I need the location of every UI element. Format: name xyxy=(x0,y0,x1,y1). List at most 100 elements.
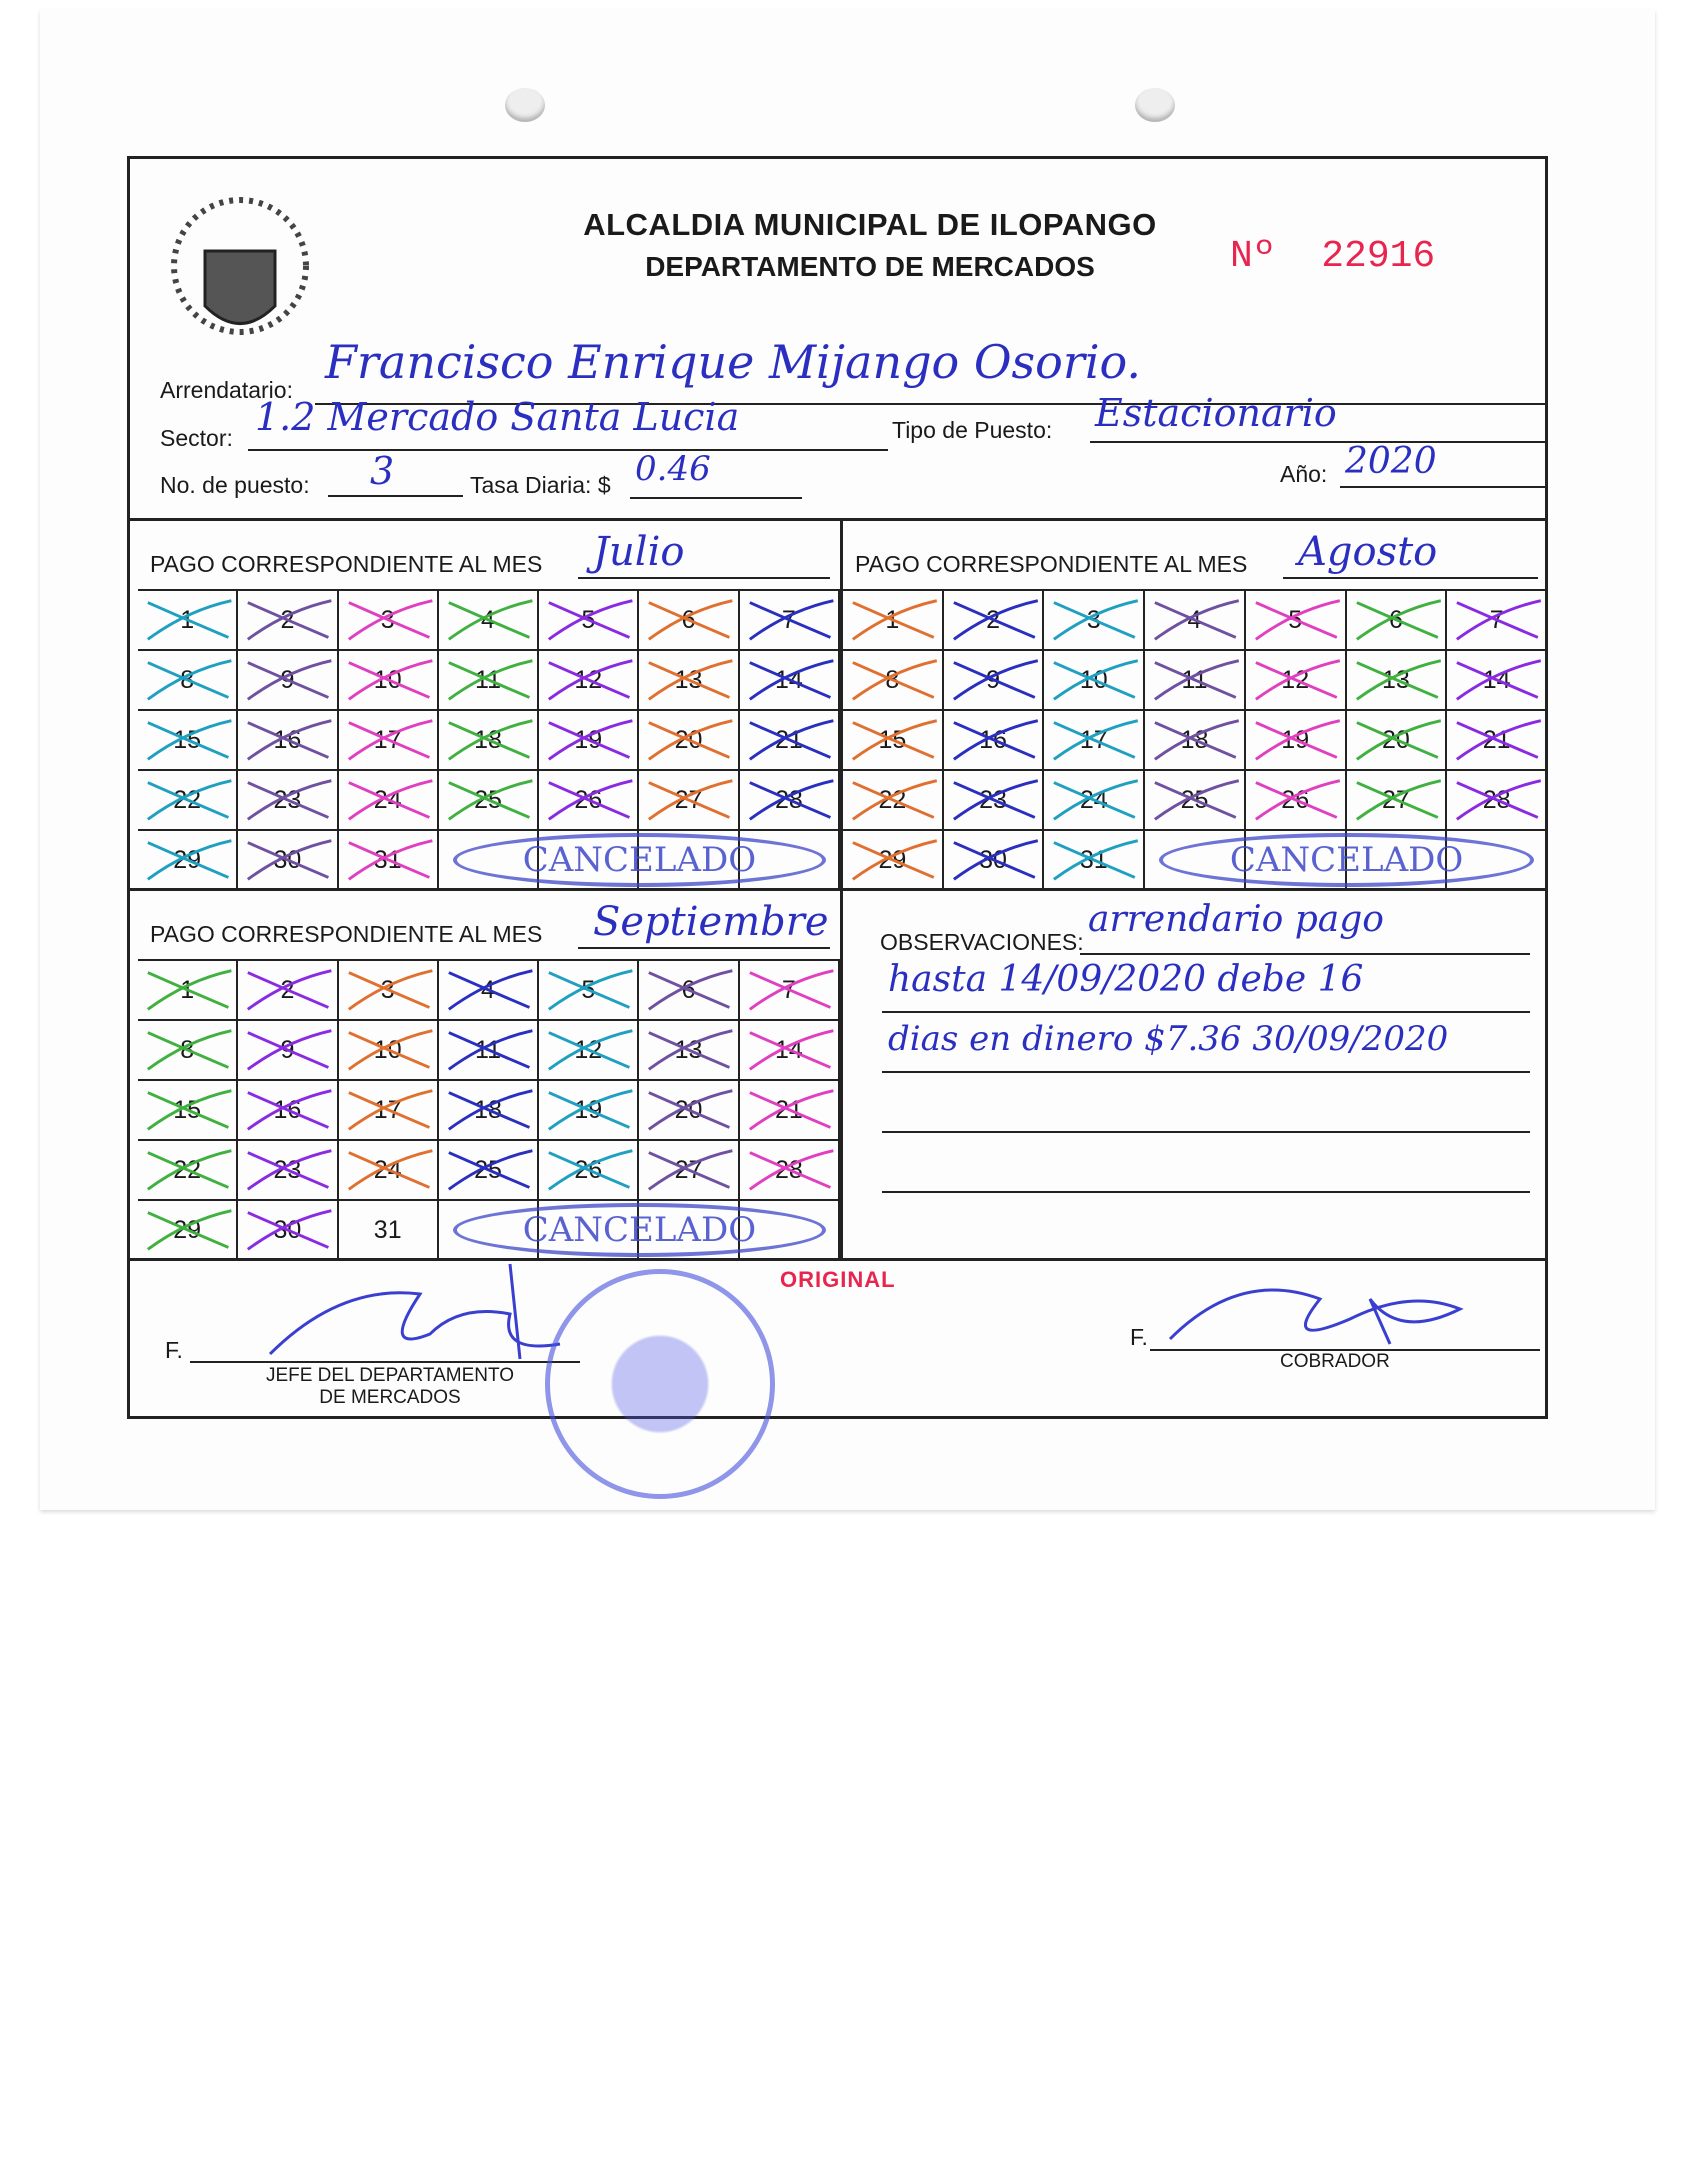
jefe-line-2: DE MERCADOS xyxy=(319,1387,461,1408)
payment-cross-mark xyxy=(851,839,938,881)
payment-cross-mark xyxy=(851,779,938,821)
day-cell: 28 xyxy=(1447,771,1548,831)
tasa-value: 0.46 xyxy=(635,449,711,489)
observaciones-line-3: dias en dinero $7.36 30/09/2020 xyxy=(888,1019,1449,1059)
day-cell: 1 xyxy=(843,591,944,651)
day-cell: 6 xyxy=(639,591,740,651)
day-cell: 14 xyxy=(1447,651,1548,711)
day-cell: 23 xyxy=(238,1141,339,1201)
day-cell: 11 xyxy=(438,651,540,711)
day-cell: 20 xyxy=(639,1081,740,1141)
day-cell: 8 xyxy=(138,1021,239,1081)
day-cell: 22 xyxy=(138,771,239,831)
day-cell: 7 xyxy=(739,961,840,1021)
payment-cross-mark xyxy=(146,1209,232,1251)
day-cell: 14 xyxy=(739,1021,840,1081)
day-cell: 18 xyxy=(1145,711,1246,771)
payment-cross-mark xyxy=(247,1089,332,1131)
empty-cell xyxy=(739,831,840,891)
payment-cross-mark xyxy=(146,659,232,701)
day-cell: 17 xyxy=(338,1081,439,1141)
payment-cross-mark xyxy=(548,719,633,761)
day-cell: 10 xyxy=(1044,651,1146,711)
day-cell: 22 xyxy=(138,1141,239,1201)
day-cell: 6 xyxy=(639,961,740,1021)
payment-cross-mark xyxy=(1355,659,1441,701)
payment-cross-mark xyxy=(146,599,232,641)
day-grid: 1 2 3 4 5 6 7 8 9 10 11 12 13 14 15 16 17 18 19 20 21 22 23 24 2… xyxy=(843,589,1548,891)
page-title: ALCALDIA MUNICIPAL DE ILOPANGO xyxy=(583,207,1157,242)
empty-cell xyxy=(1447,831,1548,891)
page-subtitle: DEPARTAMENTO DE MERCADOS xyxy=(645,251,1095,282)
payment-cross-mark xyxy=(952,779,1038,821)
day-grid: 1 2 3 4 5 6 7 8 9 10 11 12 13 14 15 16 17 18 19 20 21 22 23 24 2… xyxy=(138,959,840,1261)
day-cell: 30 xyxy=(238,831,339,891)
tipo-value: Estacionario xyxy=(1095,391,1337,435)
day-cell: 3 xyxy=(338,961,439,1021)
empty-cell xyxy=(539,831,640,891)
day-grid: 1 2 3 4 5 6 7 8 9 10 11 12 13 14 15 16 17 18 19 20 21 22 23 24 2… xyxy=(138,589,840,891)
day-cell: 19 xyxy=(1245,711,1347,771)
payment-cross-mark xyxy=(1053,599,1139,641)
day-cell: 7 xyxy=(739,591,840,651)
day-cell: 21 xyxy=(739,711,840,771)
payment-cross-mark xyxy=(1254,719,1340,761)
empty-cell xyxy=(438,1201,540,1261)
day-cell: 27 xyxy=(1346,771,1448,831)
payment-cross-mark xyxy=(247,839,332,881)
payment-cross-mark xyxy=(1053,779,1139,821)
anio-value: 2020 xyxy=(1345,441,1437,482)
empty-cell xyxy=(739,1201,840,1261)
payment-cross-mark xyxy=(1053,719,1139,761)
municipal-seal-logo xyxy=(171,197,309,335)
payment-cross-mark xyxy=(146,719,232,761)
day-cell: 10 xyxy=(338,651,439,711)
day-cell: 19 xyxy=(539,1081,640,1141)
payment-cross-mark xyxy=(952,659,1038,701)
payment-cross-mark xyxy=(851,599,938,641)
day-cell: 31 xyxy=(338,1201,439,1261)
sector-label: Sector: xyxy=(160,425,233,451)
day-cell: 12 xyxy=(539,1021,640,1081)
day-cell: 19 xyxy=(539,711,640,771)
payment-cross-mark xyxy=(1154,659,1240,701)
payment-cross-mark xyxy=(748,659,834,701)
payment-cross-mark xyxy=(1355,779,1441,821)
payment-cross-mark xyxy=(1154,599,1240,641)
day-cell: 8 xyxy=(843,651,944,711)
payment-cross-mark xyxy=(748,719,834,761)
day-cell: 5 xyxy=(1245,591,1347,651)
payment-cross-mark xyxy=(548,779,633,821)
day-cell: 13 xyxy=(639,1021,740,1081)
day-cell: 21 xyxy=(1447,711,1548,771)
day-cell: 15 xyxy=(843,711,944,771)
day-cell: 12 xyxy=(539,651,640,711)
day-cell: 17 xyxy=(338,711,439,771)
observaciones-line-2: hasta 14/09/2020 debe 16 xyxy=(888,959,1364,1000)
empty-cell xyxy=(1245,831,1347,891)
day-cell: 12 xyxy=(1245,651,1347,711)
payment-cross-mark xyxy=(247,1029,332,1071)
day-cell: 13 xyxy=(1346,651,1448,711)
payment-cross-mark xyxy=(748,1089,834,1131)
day-cell: 25 xyxy=(1145,771,1246,831)
punch-hole xyxy=(505,88,545,122)
payment-cross-mark xyxy=(548,1089,633,1131)
day-cell: 18 xyxy=(438,1081,540,1141)
month-value: Septiembre xyxy=(593,899,829,945)
payment-cross-mark xyxy=(1355,719,1441,761)
payment-cross-mark xyxy=(347,719,433,761)
payment-cross-mark xyxy=(347,969,433,1011)
empty-cell xyxy=(1346,831,1448,891)
payment-cross-mark xyxy=(146,1149,232,1191)
day-cell: 2 xyxy=(238,961,339,1021)
day-cell: 5 xyxy=(539,961,640,1021)
payment-cross-mark xyxy=(447,1029,533,1071)
payment-cross-mark xyxy=(347,1149,433,1191)
day-cell: 14 xyxy=(739,651,840,711)
month-label: PAGO CORRESPONDIENTE AL MES xyxy=(855,551,1248,577)
day-number: 31 xyxy=(373,1215,402,1244)
payment-cross-mark xyxy=(748,1029,834,1071)
day-cell: 9 xyxy=(238,1021,339,1081)
payment-cross-mark xyxy=(347,1029,433,1071)
